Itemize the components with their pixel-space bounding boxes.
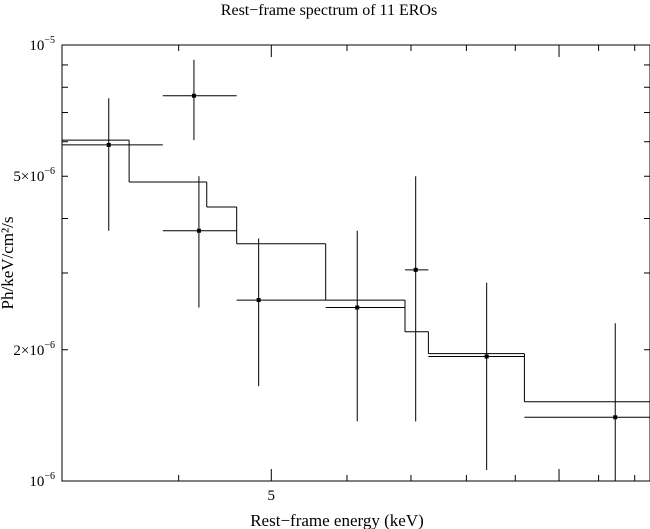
data-marker — [196, 228, 201, 233]
data-points — [62, 59, 650, 481]
y-tick-label: 10−5 — [29, 35, 55, 54]
data-marker — [191, 93, 196, 98]
data-point — [236, 238, 326, 387]
model-step-line — [62, 139, 650, 403]
y-tick-label: 5×10−6 — [13, 166, 55, 185]
data-point — [162, 59, 237, 141]
y-axis-label: Ph/keV/cm²/s — [0, 217, 17, 310]
y-tick-label: 10−6 — [29, 471, 55, 490]
data-point — [325, 230, 405, 422]
y-tick-labels: 10−5 5×10−6 2×10−6 10−6 — [13, 35, 55, 490]
x-tick-label: 5 — [268, 488, 276, 504]
data-marker — [613, 415, 618, 420]
data-marker — [106, 142, 111, 147]
x-tick-labels: 5 — [268, 488, 276, 504]
data-point — [524, 323, 650, 481]
data-point — [162, 176, 237, 308]
data-point — [62, 98, 163, 231]
x-axis-label: Rest−frame energy (keV) — [250, 511, 424, 529]
data-point — [428, 282, 525, 470]
data-marker — [484, 354, 489, 359]
chart-title: Rest−frame spectrum of 11 EROs — [221, 2, 437, 19]
plot-frame — [61, 44, 650, 482]
data-marker — [256, 298, 261, 303]
data-marker — [413, 267, 418, 272]
axis-ticks — [62, 44, 650, 482]
y-tick-label: 2×10−6 — [13, 340, 55, 359]
data-marker — [355, 305, 360, 310]
data-point — [404, 176, 429, 422]
